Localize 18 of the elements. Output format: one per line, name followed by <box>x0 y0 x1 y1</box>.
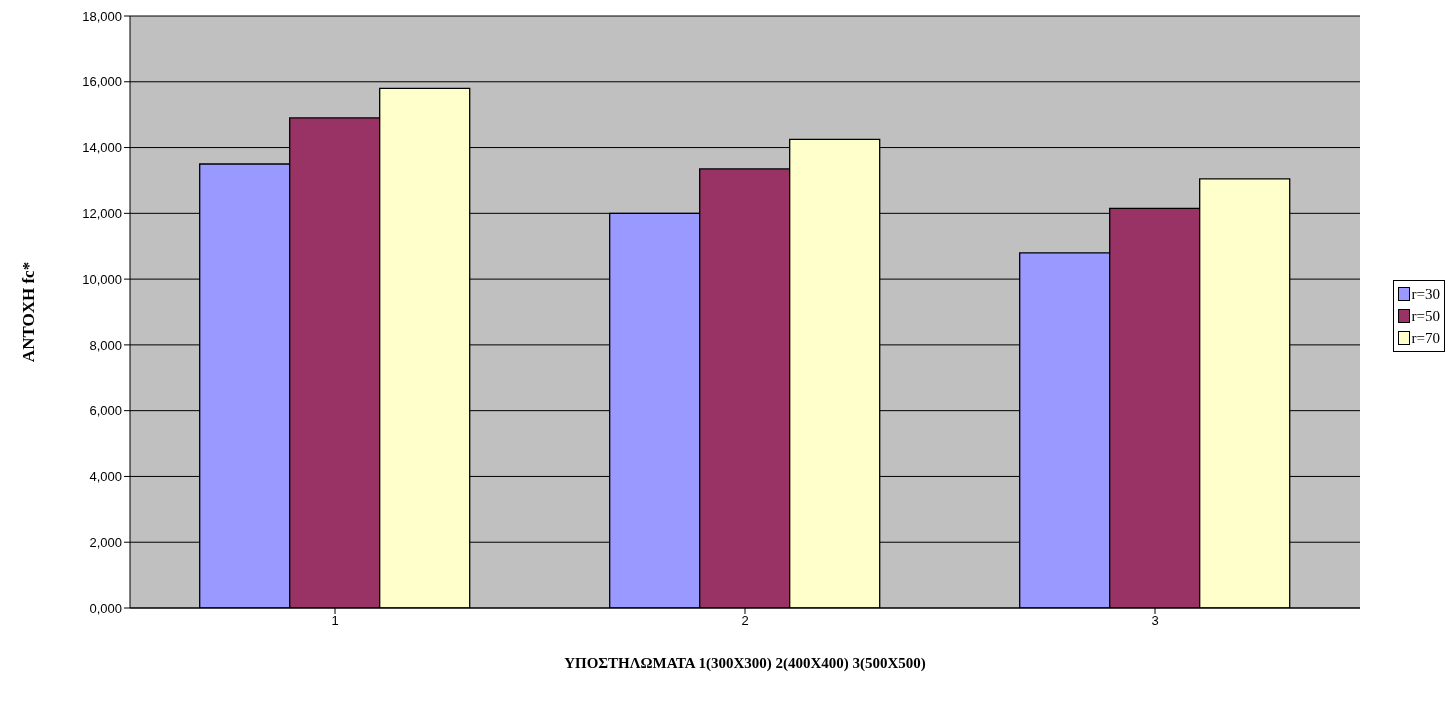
y-tick-label: 12,000 <box>82 205 122 221</box>
y-tick-label: 14,000 <box>82 140 122 156</box>
y-tick-label: 16,000 <box>82 74 122 90</box>
y-tick-label: 4,000 <box>89 469 122 485</box>
y-tick-label: 2,000 <box>89 534 122 550</box>
x-tick-label: 2 <box>741 613 749 629</box>
x-tick-label: 1 <box>331 613 339 629</box>
y-tick-label: 18,000 <box>82 8 122 24</box>
y-tick-label: 8,000 <box>89 337 122 353</box>
legend-label: r=50 <box>1411 307 1440 326</box>
x-tick-label: 3 <box>1151 613 1159 629</box>
y-tick-label: 10,000 <box>82 271 122 287</box>
x-axis-title: ΥΠΟΣΤΗΛΩΜΑΤΑ 1(300Χ300) 2(400Χ400) 3(500Χ500) <box>564 655 926 672</box>
y-tick-label: 0,000 <box>89 600 122 616</box>
y-tick-label: 6,000 <box>89 403 122 419</box>
legend-label: r=30 <box>1411 285 1440 304</box>
y-axis-title: ΑΝΤΟΧΗ fc* <box>19 261 39 363</box>
legend-label: r=70 <box>1411 329 1440 348</box>
